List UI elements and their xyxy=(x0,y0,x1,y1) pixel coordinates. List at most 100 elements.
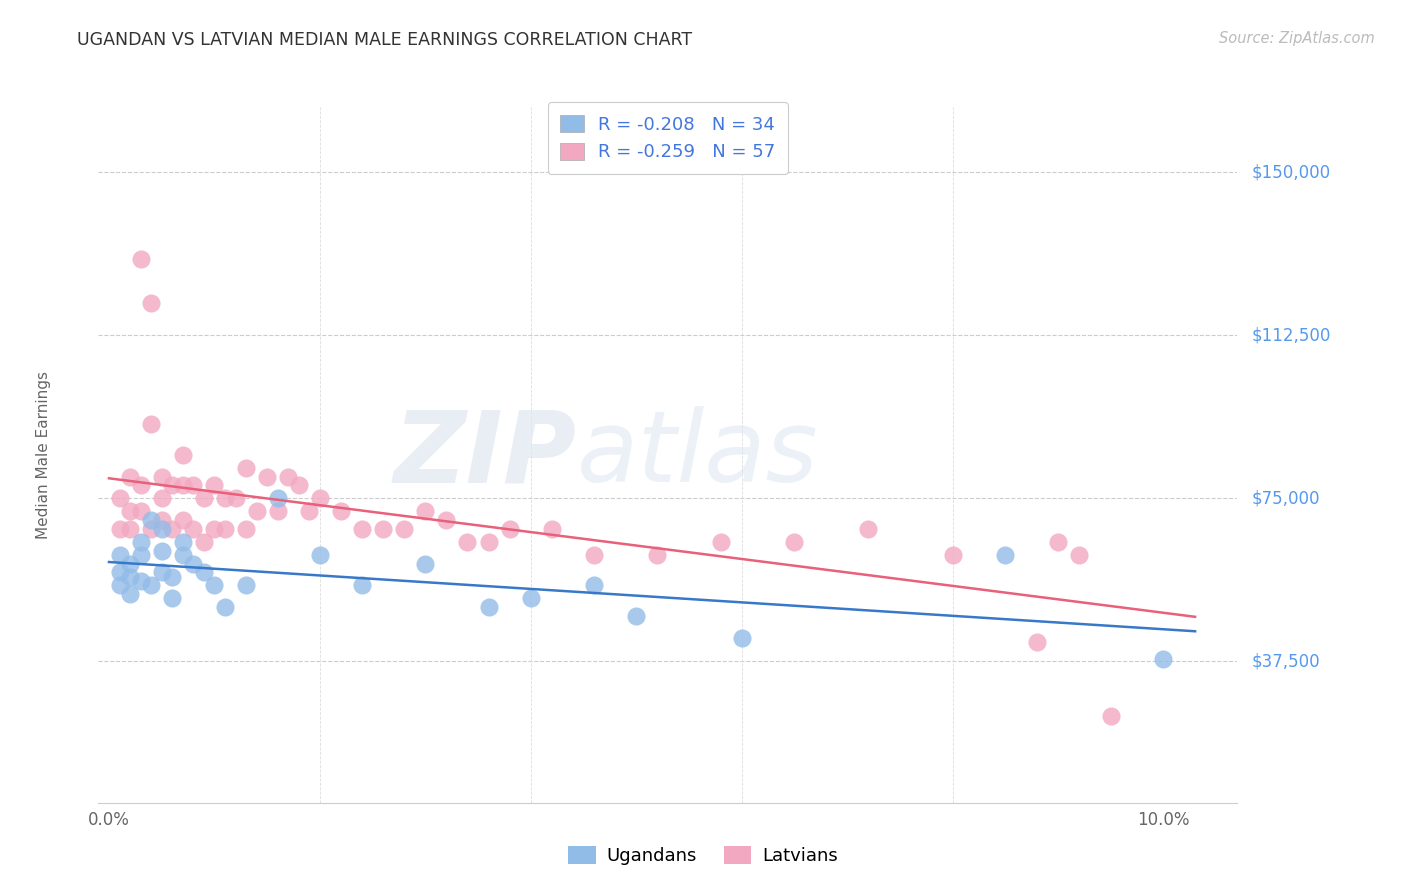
Point xyxy=(120,557,141,571)
Point xyxy=(129,574,152,588)
Point xyxy=(150,491,173,506)
Point xyxy=(478,600,501,615)
Point xyxy=(204,578,226,592)
Point xyxy=(371,522,394,536)
Point xyxy=(267,491,290,506)
Point xyxy=(108,491,131,506)
Point xyxy=(129,252,152,267)
Point xyxy=(162,570,183,584)
Point xyxy=(204,478,226,492)
Point xyxy=(150,469,173,483)
Point xyxy=(141,295,163,310)
Point xyxy=(120,570,141,584)
Point xyxy=(309,548,332,562)
Point xyxy=(235,578,257,592)
Point xyxy=(172,548,194,562)
Point xyxy=(141,513,163,527)
Point xyxy=(193,534,215,549)
Point xyxy=(583,548,606,562)
Point xyxy=(277,469,299,483)
Point xyxy=(162,522,183,536)
Point xyxy=(783,534,806,549)
Point xyxy=(858,522,880,536)
Point xyxy=(235,522,257,536)
Point xyxy=(415,557,437,571)
Point xyxy=(520,591,543,606)
Point xyxy=(214,491,236,506)
Point xyxy=(193,491,215,506)
Point xyxy=(172,513,194,527)
Point xyxy=(162,478,183,492)
Point xyxy=(183,478,205,492)
Point xyxy=(183,557,205,571)
Point xyxy=(352,578,374,592)
Point xyxy=(214,600,236,615)
Text: Source: ZipAtlas.com: Source: ZipAtlas.com xyxy=(1219,31,1375,46)
Point xyxy=(150,543,173,558)
Text: $75,000: $75,000 xyxy=(1251,490,1320,508)
Point xyxy=(120,522,141,536)
Point xyxy=(626,608,648,623)
Point xyxy=(1153,652,1175,666)
Point xyxy=(647,548,669,562)
Point xyxy=(214,522,236,536)
Point xyxy=(172,534,194,549)
Point xyxy=(235,461,257,475)
Point xyxy=(108,566,131,580)
Point xyxy=(129,504,152,518)
Point xyxy=(1099,708,1122,723)
Text: atlas: atlas xyxy=(576,407,818,503)
Point xyxy=(204,522,226,536)
Point xyxy=(436,513,458,527)
Point xyxy=(172,478,194,492)
Text: Median Male Earnings: Median Male Earnings xyxy=(37,371,51,539)
Text: ZIP: ZIP xyxy=(394,407,576,503)
Point xyxy=(1026,635,1049,649)
Point xyxy=(120,587,141,601)
Point xyxy=(246,504,269,518)
Point xyxy=(141,522,163,536)
Point xyxy=(162,591,183,606)
Point xyxy=(942,548,965,562)
Point xyxy=(150,522,173,536)
Point xyxy=(583,578,606,592)
Point xyxy=(457,534,479,549)
Point xyxy=(129,548,152,562)
Point xyxy=(193,566,215,580)
Legend: Ugandans, Latvians: Ugandans, Latvians xyxy=(561,839,845,872)
Point xyxy=(183,522,205,536)
Point xyxy=(141,578,163,592)
Point xyxy=(225,491,247,506)
Text: $150,000: $150,000 xyxy=(1251,163,1330,181)
Point xyxy=(108,522,131,536)
Point xyxy=(478,534,501,549)
Text: UGANDAN VS LATVIAN MEDIAN MALE EARNINGS CORRELATION CHART: UGANDAN VS LATVIAN MEDIAN MALE EARNINGS … xyxy=(77,31,693,49)
Point xyxy=(415,504,437,518)
Point xyxy=(499,522,522,536)
Point xyxy=(394,522,416,536)
Point xyxy=(129,534,152,549)
Point xyxy=(288,478,311,492)
Text: $37,500: $37,500 xyxy=(1251,652,1320,671)
Text: $112,500: $112,500 xyxy=(1251,326,1330,344)
Legend: R = -0.208   N = 34, R = -0.259   N = 57: R = -0.208 N = 34, R = -0.259 N = 57 xyxy=(547,103,789,174)
Point xyxy=(710,534,733,549)
Point xyxy=(309,491,332,506)
Point xyxy=(141,417,163,432)
Point xyxy=(256,469,278,483)
Point xyxy=(120,469,141,483)
Point xyxy=(352,522,374,536)
Point xyxy=(150,566,173,580)
Point xyxy=(298,504,321,518)
Point xyxy=(172,448,194,462)
Point xyxy=(150,513,173,527)
Point xyxy=(120,504,141,518)
Point xyxy=(129,478,152,492)
Point xyxy=(994,548,1017,562)
Point xyxy=(330,504,353,518)
Point xyxy=(108,578,131,592)
Point xyxy=(267,504,290,518)
Point xyxy=(1069,548,1091,562)
Point xyxy=(1046,534,1070,549)
Point xyxy=(108,548,131,562)
